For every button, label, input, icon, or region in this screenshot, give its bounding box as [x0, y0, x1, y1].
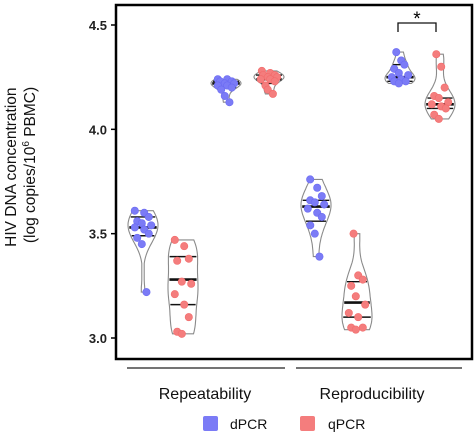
data-point	[170, 235, 179, 244]
data-point	[225, 98, 234, 107]
group-label-repeatability: Repeatability	[159, 386, 252, 403]
data-point	[434, 114, 443, 123]
legend: dPCR qPCR	[203, 416, 365, 432]
data-point	[394, 79, 403, 88]
data-point	[144, 212, 153, 221]
legend-swatch-qpcr	[300, 416, 315, 431]
data-point	[180, 300, 189, 309]
violin-qpcr	[341, 229, 373, 334]
data-point	[268, 89, 277, 98]
data-point	[440, 83, 449, 92]
violin-dpcr	[210, 75, 242, 107]
data-point	[344, 308, 353, 317]
violin-qpcr	[253, 66, 285, 98]
y-tick-label: 4.0	[89, 122, 107, 137]
y-axis: 3.0 3.5 4.0 4.5	[89, 18, 116, 346]
data-point	[180, 242, 189, 251]
data-point	[441, 104, 450, 113]
violin-dpcr	[300, 175, 332, 261]
data-point	[142, 288, 151, 297]
data-point	[177, 329, 186, 338]
data-point	[227, 83, 236, 92]
significance-star: *	[413, 9, 421, 30]
data-point	[270, 77, 279, 86]
data-point	[317, 212, 326, 221]
data-point	[432, 50, 441, 59]
data-point	[427, 100, 436, 109]
data-point	[351, 292, 360, 301]
data-point	[306, 175, 315, 184]
data-point	[177, 277, 186, 286]
data-point	[310, 229, 319, 238]
significance-bracket: *	[397, 9, 437, 32]
data-point	[310, 198, 319, 207]
y-axis-label-prefix: (log copies/10	[22, 146, 39, 243]
data-point	[173, 256, 182, 265]
data-point	[303, 204, 312, 213]
y-axis-label-superscript: 6	[21, 141, 32, 147]
data-point	[130, 206, 139, 215]
data-point	[137, 240, 146, 249]
data-point	[256, 75, 265, 84]
data-point	[351, 325, 360, 334]
y-tick-label: 3.5	[89, 227, 107, 242]
y-axis-label-suffix: PBMC)	[22, 87, 39, 141]
y-tick-label: 4.5	[89, 18, 107, 33]
data-point	[358, 323, 367, 332]
y-tick-label: 3.0	[89, 331, 107, 346]
y-axis-label-line1: HIV DNA concentration	[3, 87, 20, 246]
data-point	[144, 229, 153, 238]
data-point	[320, 200, 329, 209]
data-point	[133, 233, 142, 242]
significance-bracket-line	[397, 22, 437, 32]
data-point	[170, 290, 179, 299]
data-point	[130, 223, 139, 232]
data-point	[354, 313, 363, 322]
violin-dpcr	[384, 48, 416, 88]
data-point	[349, 229, 358, 238]
data-point	[347, 281, 356, 290]
data-point	[184, 254, 193, 263]
data-point	[401, 77, 410, 86]
data-point	[361, 300, 370, 309]
data-point	[306, 221, 315, 230]
violin-dpcr	[127, 206, 159, 297]
group-label-reproducibility: Reproducibility	[320, 386, 425, 403]
data-point	[220, 91, 229, 100]
violin-qpcr	[424, 50, 456, 123]
violin-qpcr	[167, 235, 199, 338]
data-point	[392, 48, 401, 57]
data-point	[400, 60, 409, 69]
data-point	[434, 94, 443, 103]
legend-label-dpcr: dPCR	[230, 416, 267, 432]
data-point	[358, 275, 367, 284]
y-axis-label: HIV DNA concentration (log copies/106 PB…	[3, 83, 39, 247]
legend-swatch-dpcr	[203, 416, 218, 431]
data-point	[187, 279, 196, 288]
data-point	[313, 183, 322, 192]
plot-frame	[114, 3, 474, 361]
data-point	[217, 85, 226, 94]
data-point	[315, 252, 324, 261]
data-point	[317, 192, 326, 201]
data-point	[437, 62, 446, 71]
data-point	[184, 313, 193, 322]
violin-layer	[127, 48, 456, 338]
legend-label-qpcr: qPCR	[328, 416, 365, 432]
data-point	[147, 221, 156, 230]
y-axis-label-line2: (log copies/106 PBMC)	[21, 87, 39, 243]
